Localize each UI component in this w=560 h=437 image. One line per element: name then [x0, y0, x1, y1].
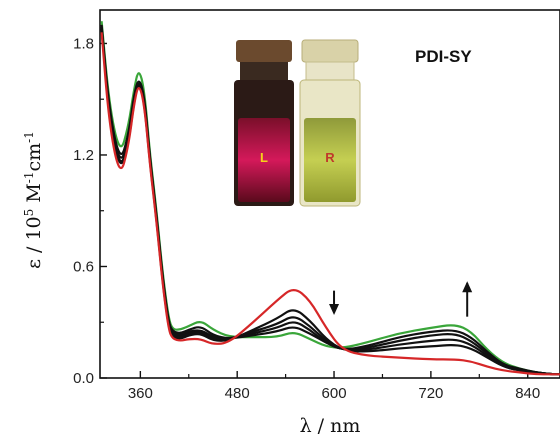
y-tick-label: 0.6 — [73, 258, 94, 275]
vial-left-liquid — [238, 118, 290, 202]
vial-photo-inset: L R — [228, 38, 363, 210]
y-axis-exp: 5 — [22, 209, 36, 217]
vial-right: R — [299, 39, 361, 207]
y-tick-label: 1.2 — [73, 147, 94, 164]
y-axis-separator: / — [23, 241, 45, 259]
y-axis-label: ε / 105 M-1cm-1 — [22, 131, 45, 269]
series-line-0 — [100, 21, 560, 376]
y-axis-exp1: -1 — [22, 172, 36, 184]
y-axis: 0.0 0.6 1.2 1.8 — [73, 35, 107, 387]
vial-right-letter: R — [325, 150, 335, 165]
compound-label: PDI-SY — [415, 47, 472, 66]
x-axis-label: λ / nm — [300, 415, 361, 437]
y-axis-base: 10 — [23, 216, 45, 240]
vial-right-neck — [305, 61, 355, 81]
x-axis-unit: nm — [330, 415, 360, 437]
vial-left-cap — [236, 40, 292, 62]
vial-left-letter: L — [260, 150, 268, 165]
y-axis-exp2: -1 — [22, 131, 36, 143]
x-axis: 360 480 600 720 840 — [128, 371, 540, 402]
x-tick-label: 840 — [515, 385, 540, 402]
x-axis-separator: / — [312, 415, 330, 437]
x-tick-label: 600 — [322, 385, 347, 402]
x-tick-label: 360 — [128, 385, 153, 402]
arrow-head-down — [329, 303, 340, 315]
arrow-head-up — [462, 281, 473, 293]
plot-frame — [99, 9, 560, 379]
y-axis-unit1: M — [23, 183, 45, 209]
vial-left: L — [234, 40, 294, 206]
x-tick-label: 720 — [418, 385, 443, 402]
vial-right-liquid — [304, 118, 356, 202]
arrow-layer — [329, 281, 473, 317]
series-line-5 — [100, 32, 560, 376]
y-tick-label: 1.8 — [73, 35, 94, 52]
x-axis-symbol: λ — [300, 415, 312, 437]
x-tick-label: 480 — [225, 385, 250, 402]
y-tick-label: 0.0 — [73, 370, 94, 387]
svg-text:ε / 105 M-1cm-1: ε / 105 M-1cm-1 — [22, 131, 45, 269]
vial-right-cap — [301, 39, 359, 63]
vial-left-neck — [240, 62, 288, 80]
y-axis-unit2: cm — [23, 143, 45, 172]
series-layer — [100, 21, 560, 376]
y-axis-symbol: ε — [23, 259, 45, 269]
